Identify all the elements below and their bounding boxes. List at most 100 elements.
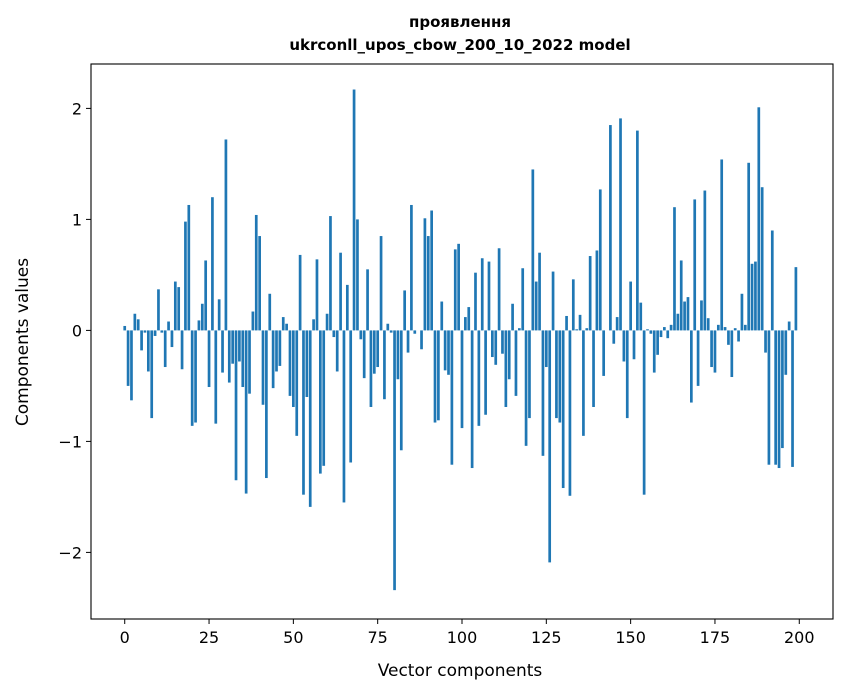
bar (791, 330, 794, 467)
bar (295, 330, 299, 436)
bar (123, 325, 127, 331)
bar (227, 330, 231, 383)
bar (221, 330, 224, 373)
bar (278, 330, 282, 366)
bar (140, 330, 143, 351)
bar (491, 330, 494, 358)
bar (615, 317, 619, 331)
bar (713, 330, 717, 373)
bar (636, 130, 639, 331)
bar (406, 330, 410, 353)
bar (440, 301, 444, 331)
bar (244, 330, 248, 494)
bar (690, 330, 693, 403)
bar (335, 330, 339, 372)
bar (521, 268, 525, 331)
y-axis: −2 −1 0 1 2 (58, 99, 91, 562)
bar (619, 118, 622, 331)
bar (447, 330, 450, 375)
bar (669, 324, 673, 331)
bar (781, 330, 784, 449)
bar (315, 259, 319, 331)
bar (764, 330, 767, 353)
bar (551, 271, 555, 331)
bar (423, 218, 427, 331)
bar (649, 330, 653, 334)
bar (258, 236, 261, 331)
x-tick-label: 150 (615, 628, 646, 647)
bar (332, 330, 336, 338)
bar (517, 328, 521, 331)
bar (524, 330, 528, 446)
bar (484, 330, 487, 415)
bar (652, 330, 656, 373)
bar (467, 307, 471, 331)
bar (426, 236, 430, 331)
bar (767, 330, 771, 465)
bar (747, 162, 751, 331)
bar (339, 252, 342, 331)
bar (625, 330, 629, 419)
bar (399, 330, 403, 451)
bar (561, 330, 565, 489)
bar (571, 279, 575, 331)
bar (514, 330, 518, 396)
bar (157, 289, 160, 331)
bar (642, 330, 646, 495)
bar (575, 329, 579, 331)
bar (602, 330, 606, 376)
y-tick-label: 0 (72, 321, 82, 340)
bar (548, 330, 552, 563)
bar (234, 330, 238, 481)
bar (167, 321, 170, 331)
bar (130, 330, 133, 401)
bar (716, 324, 720, 331)
bar (693, 199, 697, 331)
bar (180, 330, 184, 370)
bar (737, 330, 740, 342)
x-tick-label: 175 (700, 628, 731, 647)
bar (477, 330, 481, 426)
bar (325, 313, 329, 331)
chart-title-line-2: ukrconll_upos_cbow_200_10_2022 model (289, 36, 630, 54)
bar (706, 318, 710, 331)
bar (204, 260, 208, 331)
bar (211, 197, 214, 331)
bar (197, 320, 201, 331)
bar (770, 230, 774, 331)
bar (494, 330, 498, 365)
bar (730, 330, 734, 378)
bar (501, 330, 504, 354)
y-tick-label: 2 (72, 99, 82, 118)
bar (170, 330, 174, 348)
bar (238, 330, 241, 362)
bar (359, 330, 363, 340)
bar (743, 324, 747, 331)
bar (470, 330, 474, 469)
bar (474, 272, 477, 331)
bar (754, 261, 757, 331)
bar (541, 330, 545, 456)
bar (268, 293, 272, 331)
bar (271, 330, 275, 389)
bar (430, 210, 433, 331)
bar (740, 293, 744, 331)
bar (369, 330, 373, 407)
bar (784, 330, 788, 375)
bar (480, 258, 484, 331)
bar (420, 330, 423, 350)
bar (308, 330, 312, 507)
bar (460, 330, 464, 429)
bar (372, 330, 376, 374)
bar (214, 330, 218, 424)
bar (582, 330, 585, 436)
bar (403, 290, 407, 331)
bar (275, 330, 278, 372)
bar (683, 301, 686, 331)
bar (393, 330, 396, 591)
bar (487, 261, 491, 331)
bar (285, 323, 288, 331)
bar (787, 321, 791, 331)
chart-title-line-1: проявлення (409, 13, 511, 31)
bar (173, 281, 177, 331)
